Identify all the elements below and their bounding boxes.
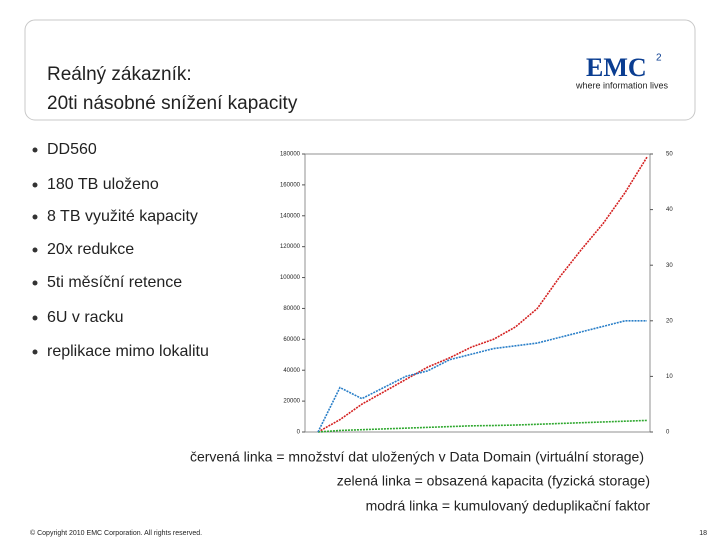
y2-tick-label: 0 — [666, 430, 670, 436]
caption: červená linka = množství dat uložených v… — [190, 449, 644, 465]
y2-tick-label: 10 — [666, 374, 673, 380]
bullet-dot — [32, 315, 38, 321]
bullet-dot — [32, 214, 38, 220]
y2-tick-label: 20 — [666, 318, 673, 324]
caption: modrá linka = kumulovaný deduplikační fa… — [366, 498, 651, 514]
bullet-text: DD560 — [47, 141, 97, 158]
logo-tagline: where information lives — [575, 80, 669, 90]
series-line — [317, 156, 648, 433]
y-tick-label: 180000 — [280, 152, 301, 158]
bullet-text: 8 TB využité kapacity — [47, 208, 198, 225]
plot-area — [304, 153, 651, 433]
bullet-text: 6U v racku — [47, 309, 123, 326]
bullet-dot — [32, 182, 38, 188]
y-tick-label: 100000 — [280, 275, 301, 281]
bullet-text: replikace mimo lokalitu — [47, 343, 209, 360]
title-line: Reálný zákazník: — [47, 64, 192, 85]
logo: EMC — [586, 53, 647, 82]
y2-tick-label: 40 — [666, 207, 673, 213]
y-tick-label: 0 — [297, 430, 301, 436]
bullet-text: 180 TB uloženo — [47, 176, 159, 193]
y-tick-label: 160000 — [280, 182, 301, 188]
series-line — [317, 320, 647, 433]
y-tick-label: 140000 — [280, 213, 301, 219]
bullet-dot — [32, 280, 38, 286]
page-number: 18 — [699, 530, 707, 537]
bullet-dot — [32, 349, 38, 355]
y-tick-label: 80000 — [283, 306, 300, 312]
y-tick-label: 60000 — [283, 337, 300, 343]
y-tick-label: 120000 — [280, 244, 301, 250]
caption: zelená linka = obsazená kapacita (fyzick… — [337, 473, 650, 489]
title-line: 20ti násobné snížení kapacity — [47, 93, 298, 114]
bullet-dot — [32, 147, 38, 153]
copyright: © Copyright 2010 EMC Corporation. All ri… — [30, 529, 202, 537]
bullet-dot — [32, 247, 38, 253]
y-tick-label: 20000 — [283, 399, 300, 405]
bullet-text: 20x redukce — [47, 241, 134, 258]
y2-tick-label: 50 — [666, 152, 673, 158]
y2-tick-label: 30 — [666, 263, 673, 269]
logo-sup: 2 — [656, 53, 662, 64]
bullet-text: 5ti měsíční retence — [47, 274, 182, 291]
y-tick-label: 40000 — [283, 368, 300, 374]
series-line — [317, 419, 648, 433]
header-box — [24, 19, 696, 121]
